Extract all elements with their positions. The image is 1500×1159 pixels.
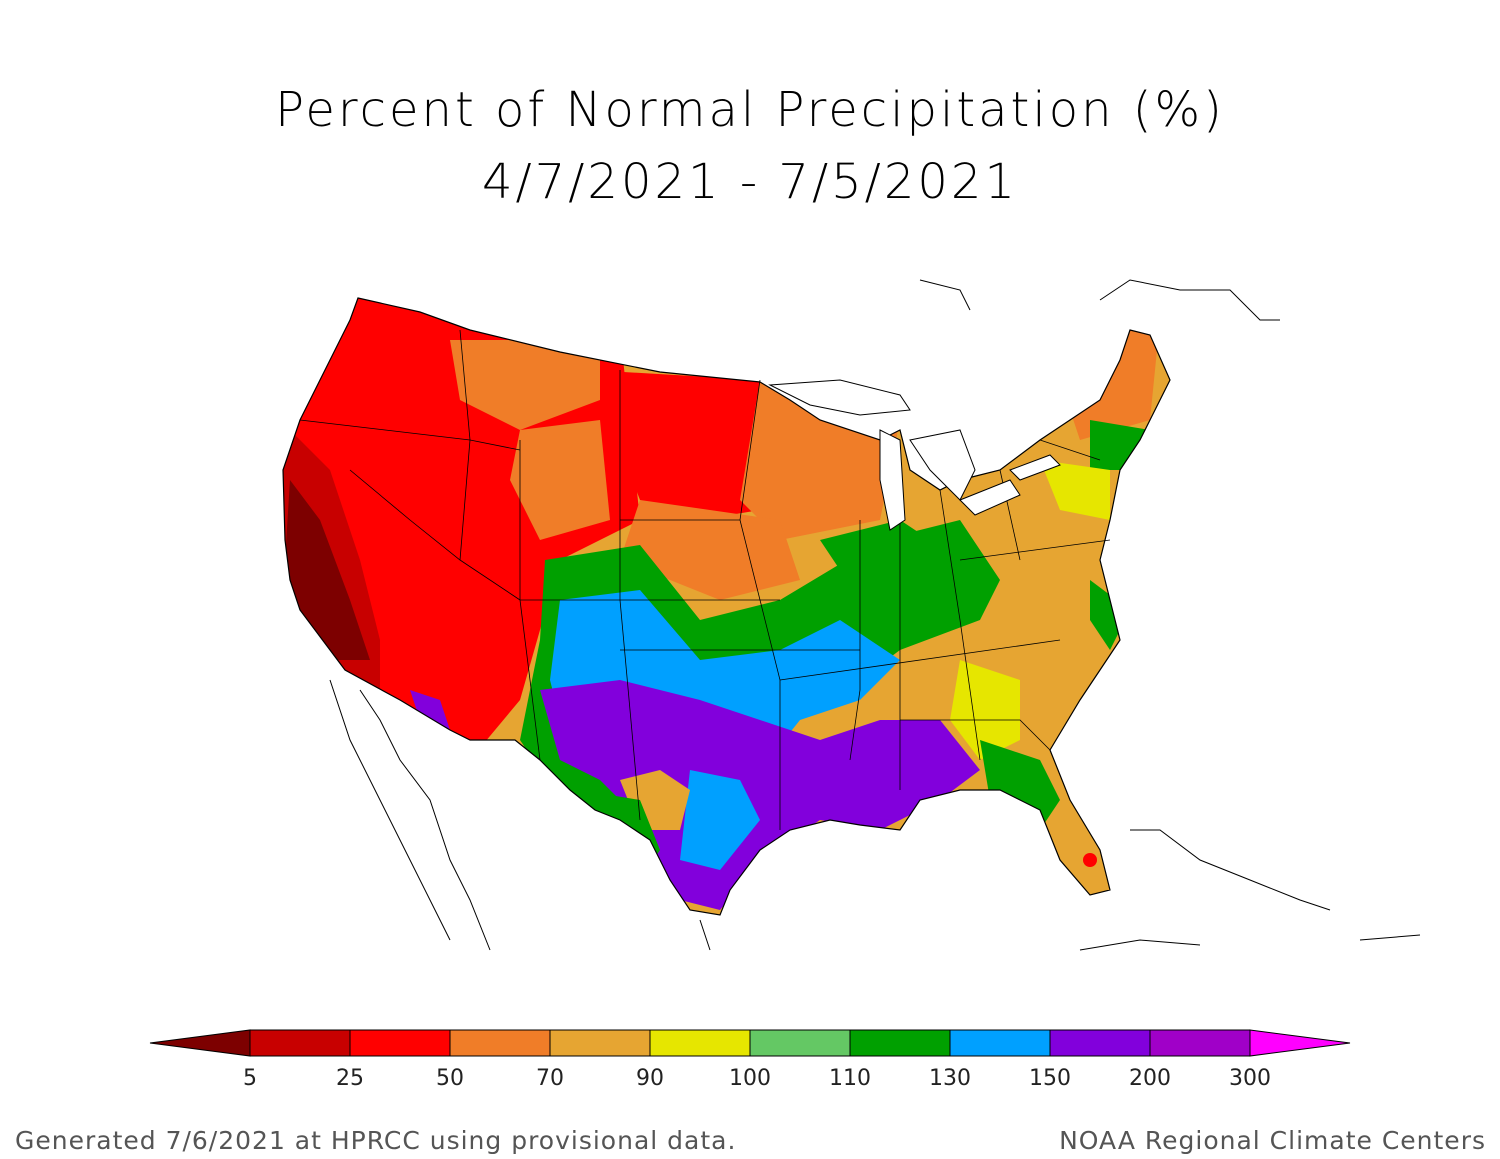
legend-tick-label: 200 [1129,1066,1171,1091]
legend-swatch [849,1029,951,1057]
legend-swatch [449,1029,551,1057]
great-lakes [768,379,1061,531]
legend-tick-label: 110 [829,1066,871,1091]
legend-tick-label: 70 [536,1066,564,1091]
legend-tick-label: 130 [929,1066,971,1091]
legend-tick-label: 100 [729,1066,771,1091]
legend-tick-label: 150 [1029,1066,1071,1091]
legend-arrow-low [149,1029,251,1057]
legend-swatch [749,1029,851,1057]
legend-tick-label: 50 [436,1066,464,1091]
legend-tick-label: 90 [636,1066,664,1091]
neighbor-coastlines [329,279,1421,951]
date-range: 4/7/2021 - 7/5/2021 [482,154,1018,210]
color-scale: 5 25 50 70 90 100 110 130 150 200 300 [149,1029,1351,1091]
precipitation-map [282,279,1421,951]
legend-swatch [349,1029,451,1057]
legend-swatch [1149,1029,1251,1057]
legend-tick-label: 5 [243,1066,257,1091]
legend-swatch [1049,1029,1151,1057]
generated-note: Generated 7/6/2021 at HPRCC using provis… [15,1126,737,1155]
state-boundaries [299,329,1111,830]
credit: NOAA Regional Climate Centers [1059,1126,1486,1155]
legend-swatch [549,1029,651,1057]
legend-tick-label: 25 [336,1066,364,1091]
legend-tick-label: 300 [1229,1066,1271,1091]
legend-arrow-high [1249,1029,1351,1057]
legend-swatch [649,1029,751,1057]
map-title: Percent of Normal Precipitation (%) [275,82,1225,138]
legend-swatch [249,1029,351,1057]
legend-swatch [949,1029,1051,1057]
